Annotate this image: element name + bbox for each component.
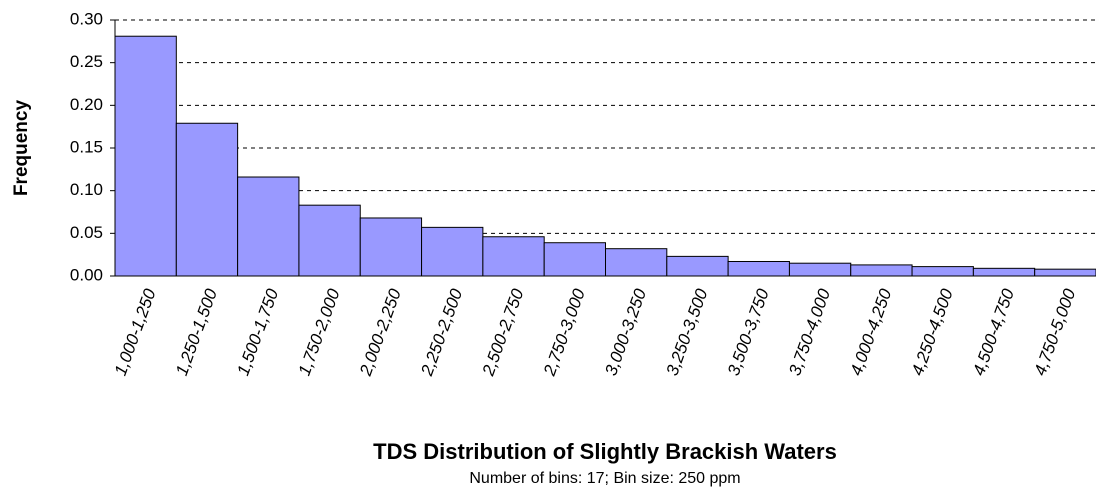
- bar: [788, 262, 852, 277]
- x-tick-label: 4,500-4,750: [969, 286, 1018, 378]
- x-tick-label: 1,500-1,750: [233, 286, 282, 378]
- x-tick-label: 1,750-2,000: [295, 286, 344, 378]
- y-tick-label: 0.00: [70, 265, 103, 284]
- x-tick-label: 2,250-2,500: [417, 286, 466, 379]
- bar: [543, 242, 606, 277]
- bar: [666, 255, 729, 277]
- bar: [421, 226, 484, 277]
- x-tick-label: 4,000-4,250: [846, 286, 895, 378]
- bar: [1034, 268, 1096, 277]
- bar: [911, 266, 974, 277]
- y-axis-label: Frequency: [11, 100, 32, 197]
- bar: [114, 35, 177, 277]
- x-tick-label: 1,250-1,500: [172, 286, 221, 378]
- bar: [175, 122, 239, 277]
- chart-subtitle: Number of bins: 17; Bin size: 250 ppm: [469, 470, 740, 487]
- x-tick-label: 2,500-2,750: [478, 286, 527, 379]
- y-tick-label: 0.05: [70, 223, 103, 242]
- y-tick-label: 0.10: [70, 180, 103, 199]
- bar: [972, 267, 1036, 277]
- x-tick-label: 4,250-4,500: [908, 286, 957, 378]
- chart-title: TDS Distribution of Slightly Brackish Wa…: [373, 439, 837, 464]
- bar: [605, 248, 668, 277]
- x-tick-label: 3,250-3,500: [663, 286, 712, 378]
- x-tick-label: 3,500-3,750: [724, 286, 773, 378]
- bar: [298, 204, 361, 277]
- bar: [850, 264, 913, 277]
- x-tick-label: 3,750-4,000: [785, 286, 834, 378]
- x-tick-label: 2,000-2,250: [356, 286, 405, 379]
- y-tick-label: 0.20: [70, 95, 103, 114]
- x-tick-label: 2,750-3,000: [540, 286, 589, 379]
- x-tick-label: 1,000-1,250: [111, 286, 160, 378]
- bar: [237, 176, 300, 277]
- y-tick-label: 0.15: [70, 137, 103, 156]
- x-tick-label: 4,750-5,000: [1030, 286, 1079, 378]
- y-tick-label: 0.30: [70, 9, 103, 28]
- y-tick-label: 0.25: [70, 52, 103, 71]
- bar: [727, 260, 790, 277]
- bar: [359, 217, 423, 277]
- x-tick-label: 3,000-3,250: [601, 286, 650, 378]
- bar: [482, 236, 545, 277]
